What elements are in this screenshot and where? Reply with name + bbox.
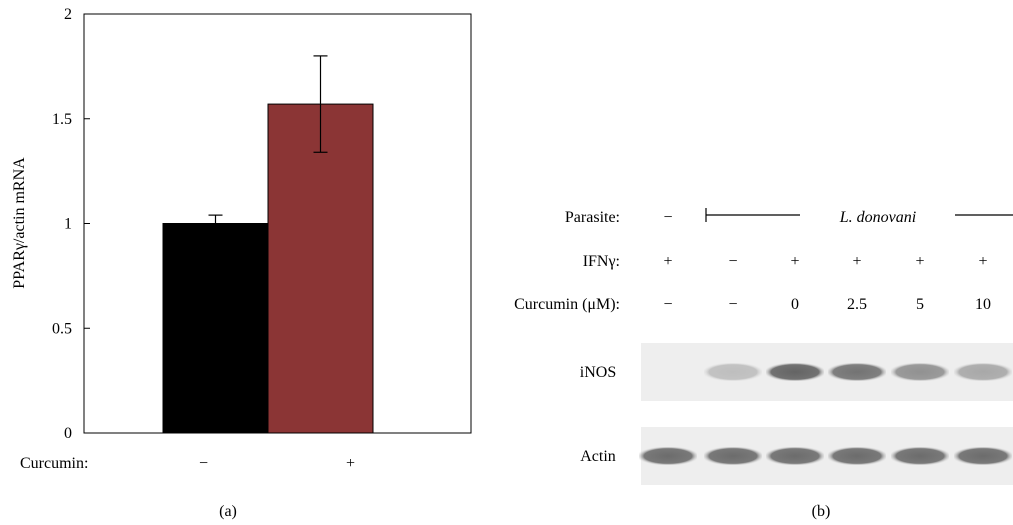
ifn-value: +	[790, 253, 799, 270]
membrane-strip	[641, 343, 1013, 401]
parasite-span-label: L. donovani	[839, 209, 916, 226]
curcumin-value: 2.5	[847, 296, 867, 313]
curcumin-value: 10	[975, 296, 991, 313]
band-row-actin: Actin	[580, 427, 1013, 485]
panel-label-b: (b)	[812, 503, 831, 520]
band	[891, 447, 949, 465]
band	[828, 447, 886, 465]
ifn-row-label: IFNγ:	[583, 253, 620, 270]
band-row-inos: iNOS	[580, 343, 1013, 401]
x-category-label: +	[346, 455, 355, 472]
curcumin-value: −	[728, 296, 737, 313]
error-bars	[208, 55, 328, 233]
y-tick-label: 2	[64, 6, 72, 23]
curcumin-values: − − 0 2.5 5 10	[663, 296, 991, 313]
y-tick-label: 0	[64, 425, 72, 442]
band	[766, 363, 824, 381]
x-row-label: Curcumin:	[20, 455, 88, 472]
band	[639, 447, 697, 465]
band	[954, 447, 1012, 465]
band	[704, 363, 762, 381]
curcumin-row-label: Curcumin (μM):	[514, 296, 620, 313]
ifn-value: +	[852, 253, 861, 270]
band	[954, 363, 1012, 381]
ifn-value: +	[978, 253, 987, 270]
parasite-span-bracket	[705, 208, 1013, 222]
band	[828, 363, 886, 381]
ifn-values: + − + + + +	[663, 253, 987, 270]
y-axis: 0 0.5 1 1.5 2	[52, 6, 90, 442]
membrane-strip	[641, 427, 1013, 485]
x-categories: − +	[199, 455, 355, 472]
curcumin-value: 0	[791, 296, 799, 313]
band-rows: iNOS Actin	[580, 343, 1013, 485]
y-axis-label: PPARγ/actin mRNA	[11, 157, 28, 289]
band-row-label: iNOS	[580, 364, 616, 381]
error-bar	[313, 55, 328, 153]
bar-chart: 00.511.52 PPARγ/actin mRNA Curcumin: − + …	[11, 6, 472, 520]
ifn-value: −	[728, 253, 737, 270]
x-category-label: −	[199, 455, 208, 472]
bars	[162, 103, 374, 434]
y-tick-label: 1	[64, 216, 72, 233]
panel-label-a: (a)	[219, 503, 237, 520]
curcumin-value: −	[663, 296, 672, 313]
curcumin-value: 5	[916, 296, 924, 313]
bar	[267, 103, 374, 434]
y-tick-label: 0.5	[52, 320, 72, 337]
western-blot-panel: Parasite: − L. donovani IFNγ: + − + + + + Cur…	[514, 208, 1013, 520]
ifn-value: +	[915, 253, 924, 270]
error-bar	[208, 214, 223, 233]
band	[766, 447, 824, 465]
parasite-row-label: Parasite:	[565, 209, 620, 226]
band	[891, 363, 949, 381]
ifn-value: +	[663, 253, 672, 270]
bar	[162, 223, 269, 434]
y-tick-label: 1.5	[52, 111, 72, 128]
parasite-lane1-value: −	[663, 209, 672, 226]
band	[704, 447, 762, 465]
band-row-label: Actin	[580, 448, 616, 465]
